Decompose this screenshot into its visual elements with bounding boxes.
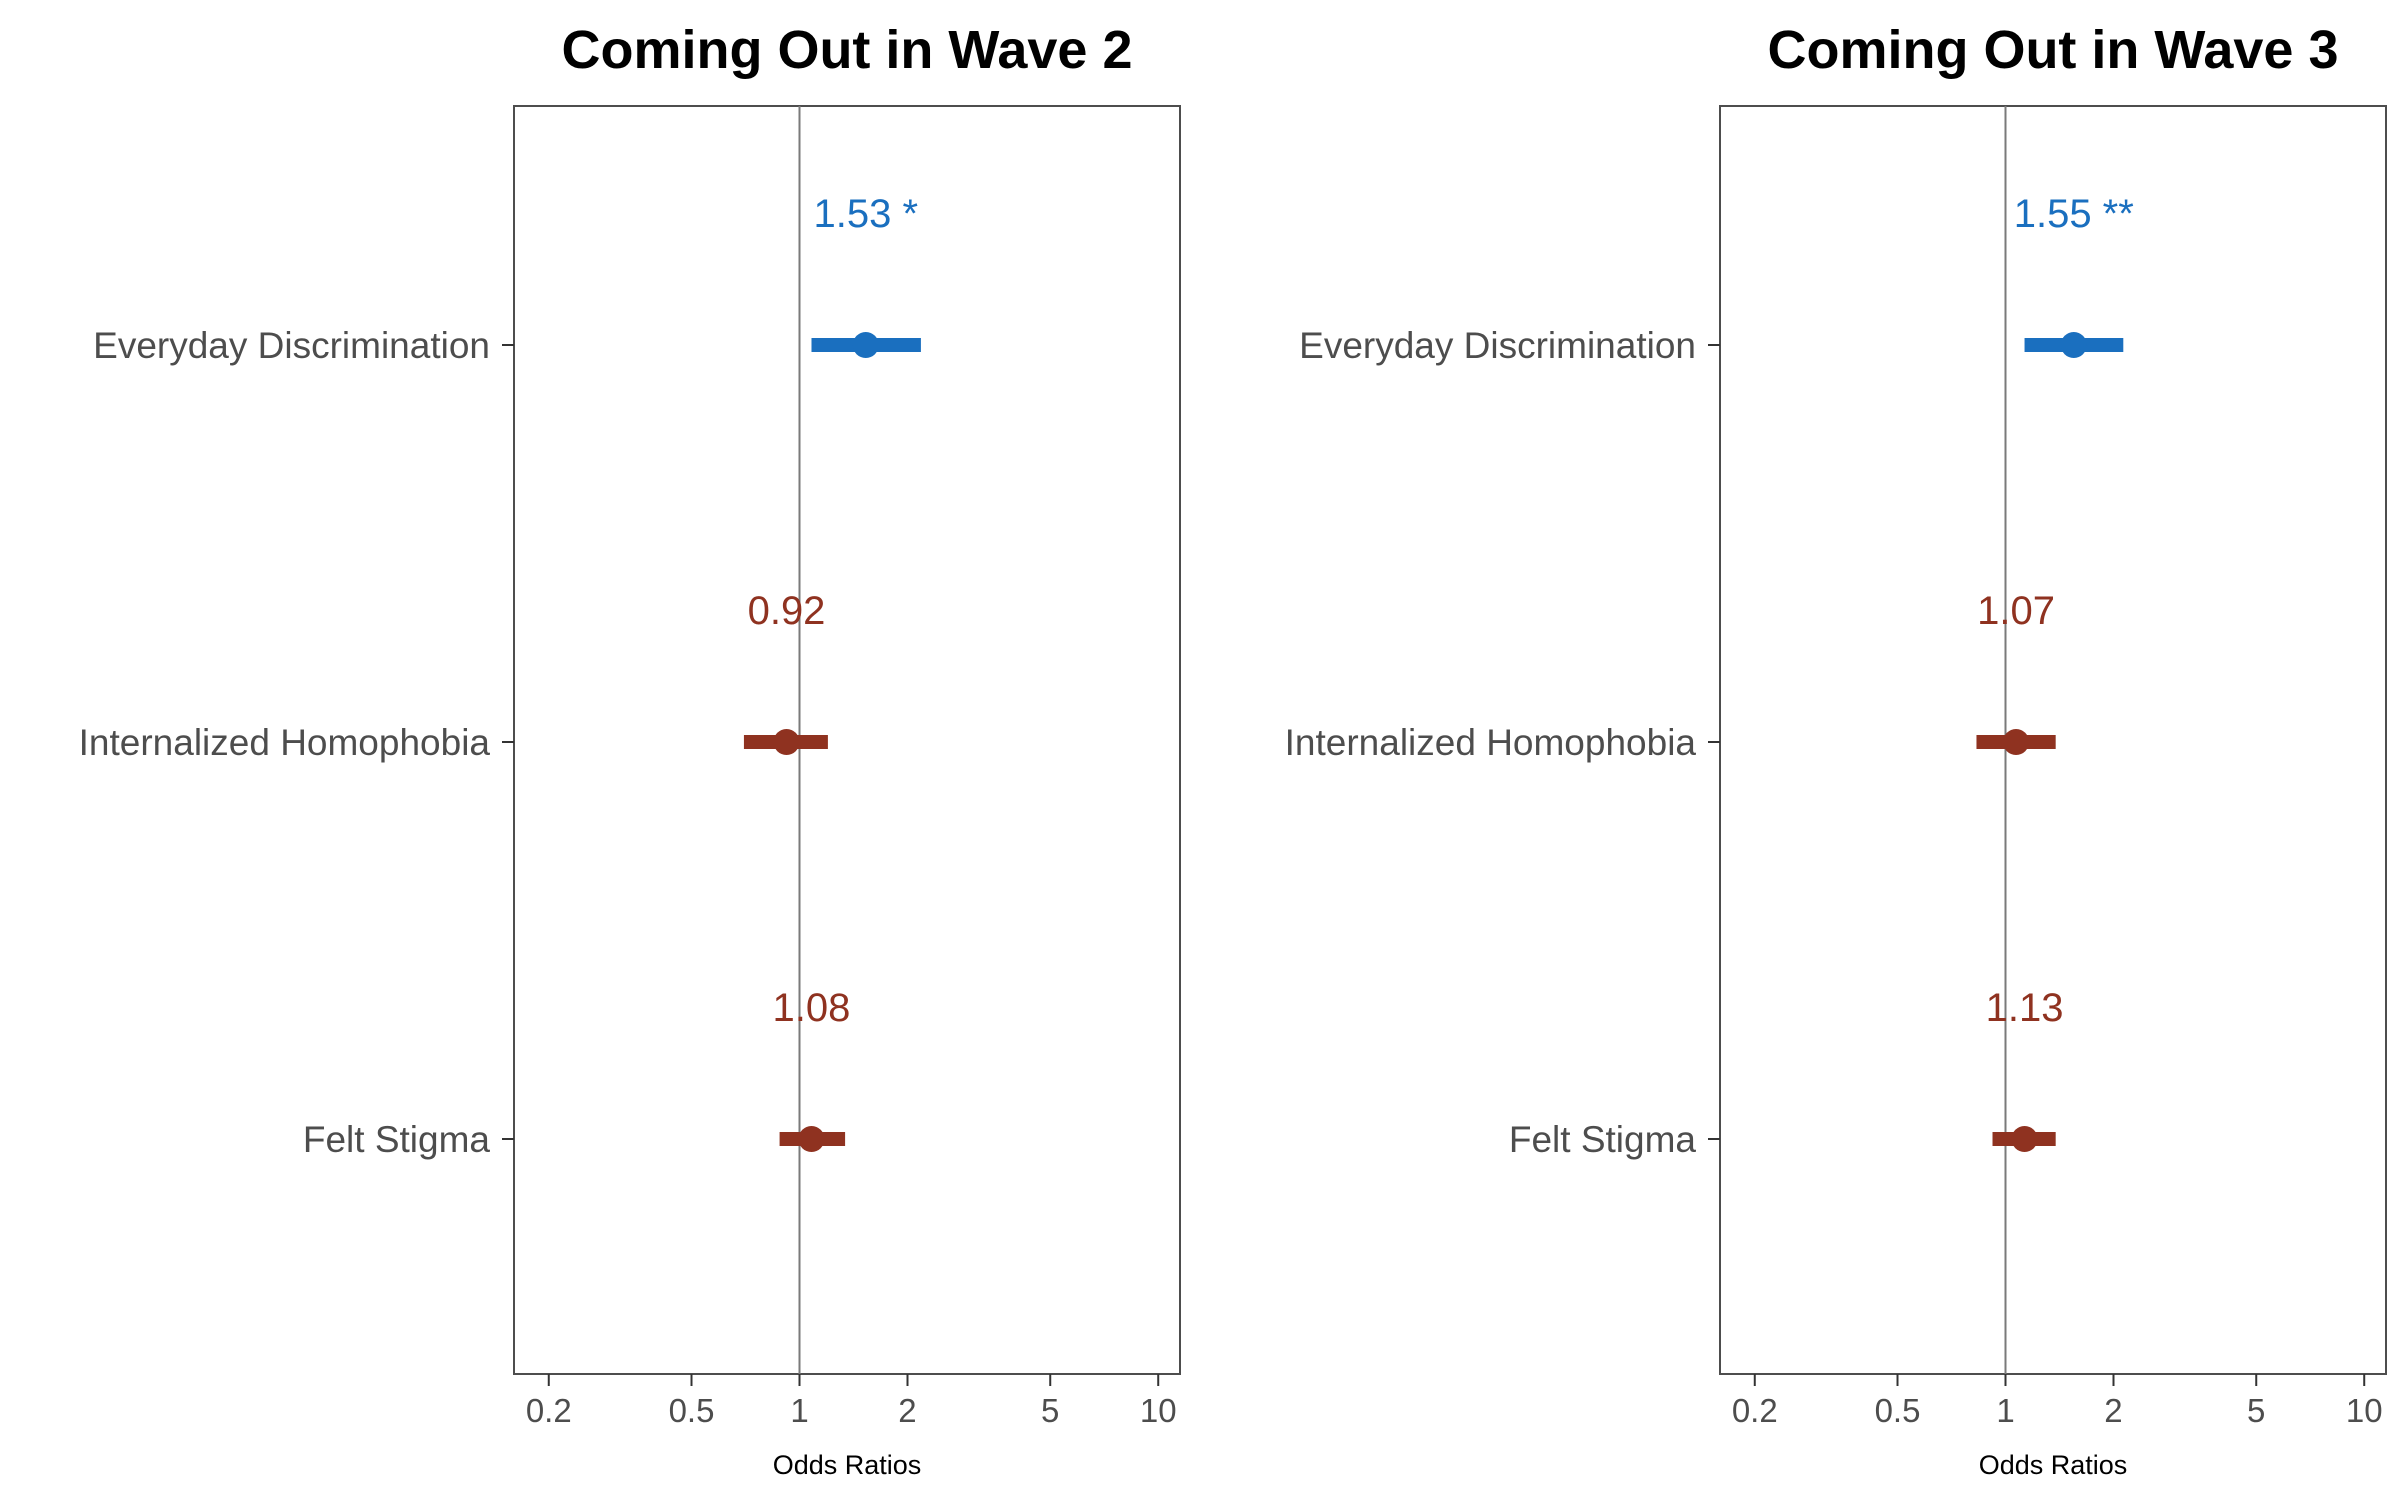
estimate-point (798, 1126, 825, 1152)
estimate-point (2060, 332, 2087, 358)
estimate-label: 0.92 (748, 589, 826, 633)
panel-title: Coming Out in Wave 3 (1767, 20, 2338, 80)
x-tick-label: 1 (790, 1392, 808, 1429)
estimate-label: 1.08 (773, 986, 851, 1030)
estimate-point (773, 729, 800, 755)
panel-2: Coming Out in Wave 3 0.2 0.5 1 2 5 10 Odds Rati… (1285, 20, 2387, 1480)
x-tick-label: 2 (2104, 1392, 2122, 1429)
x-tick-label: 10 (2346, 1392, 2383, 1429)
x-tick-label: 5 (2247, 1392, 2265, 1429)
x-tick-label: 2 (898, 1392, 916, 1429)
estimate-label: 1.07 (1977, 589, 2055, 633)
x-axis-title: Odds Ratios (773, 1450, 922, 1480)
x-tick-label: 0.2 (1732, 1392, 1778, 1429)
panel-1: Coming Out in Wave 2 0.2 0.5 1 2 5 10 Odds Rati… (79, 20, 1181, 1480)
estimate-label: 1.53 * (813, 192, 918, 236)
category-label: Everyday Discrimination (93, 325, 490, 366)
estimate-point (2003, 729, 2030, 755)
x-tick-label: 0.5 (1875, 1392, 1921, 1429)
x-axis-title: Odds Ratios (1979, 1450, 2128, 1480)
plot-frame (1719, 105, 2387, 1375)
x-tick-label: 1 (1996, 1392, 2014, 1429)
category-label: Internalized Homophobia (79, 722, 491, 763)
category-label: Everyday Discrimination (1299, 325, 1696, 366)
category-label: Felt Stigma (1509, 1119, 1697, 1160)
estimate-point (852, 332, 879, 358)
x-tick-label: 0.5 (669, 1392, 715, 1429)
estimate-label: 1.13 (1986, 986, 2064, 1030)
x-tick-label: 10 (1140, 1392, 1177, 1429)
x-tick-label: 0.2 (526, 1392, 572, 1429)
category-label: Felt Stigma (303, 1119, 491, 1160)
estimate-label: 1.55 ** (2014, 192, 2134, 236)
x-tick-label: 5 (1041, 1392, 1059, 1429)
category-label: Internalized Homophobia (1285, 722, 1697, 763)
plot-frame (513, 105, 1181, 1375)
panel-title: Coming Out in Wave 2 (561, 20, 1132, 80)
estimate-point (2011, 1126, 2038, 1152)
